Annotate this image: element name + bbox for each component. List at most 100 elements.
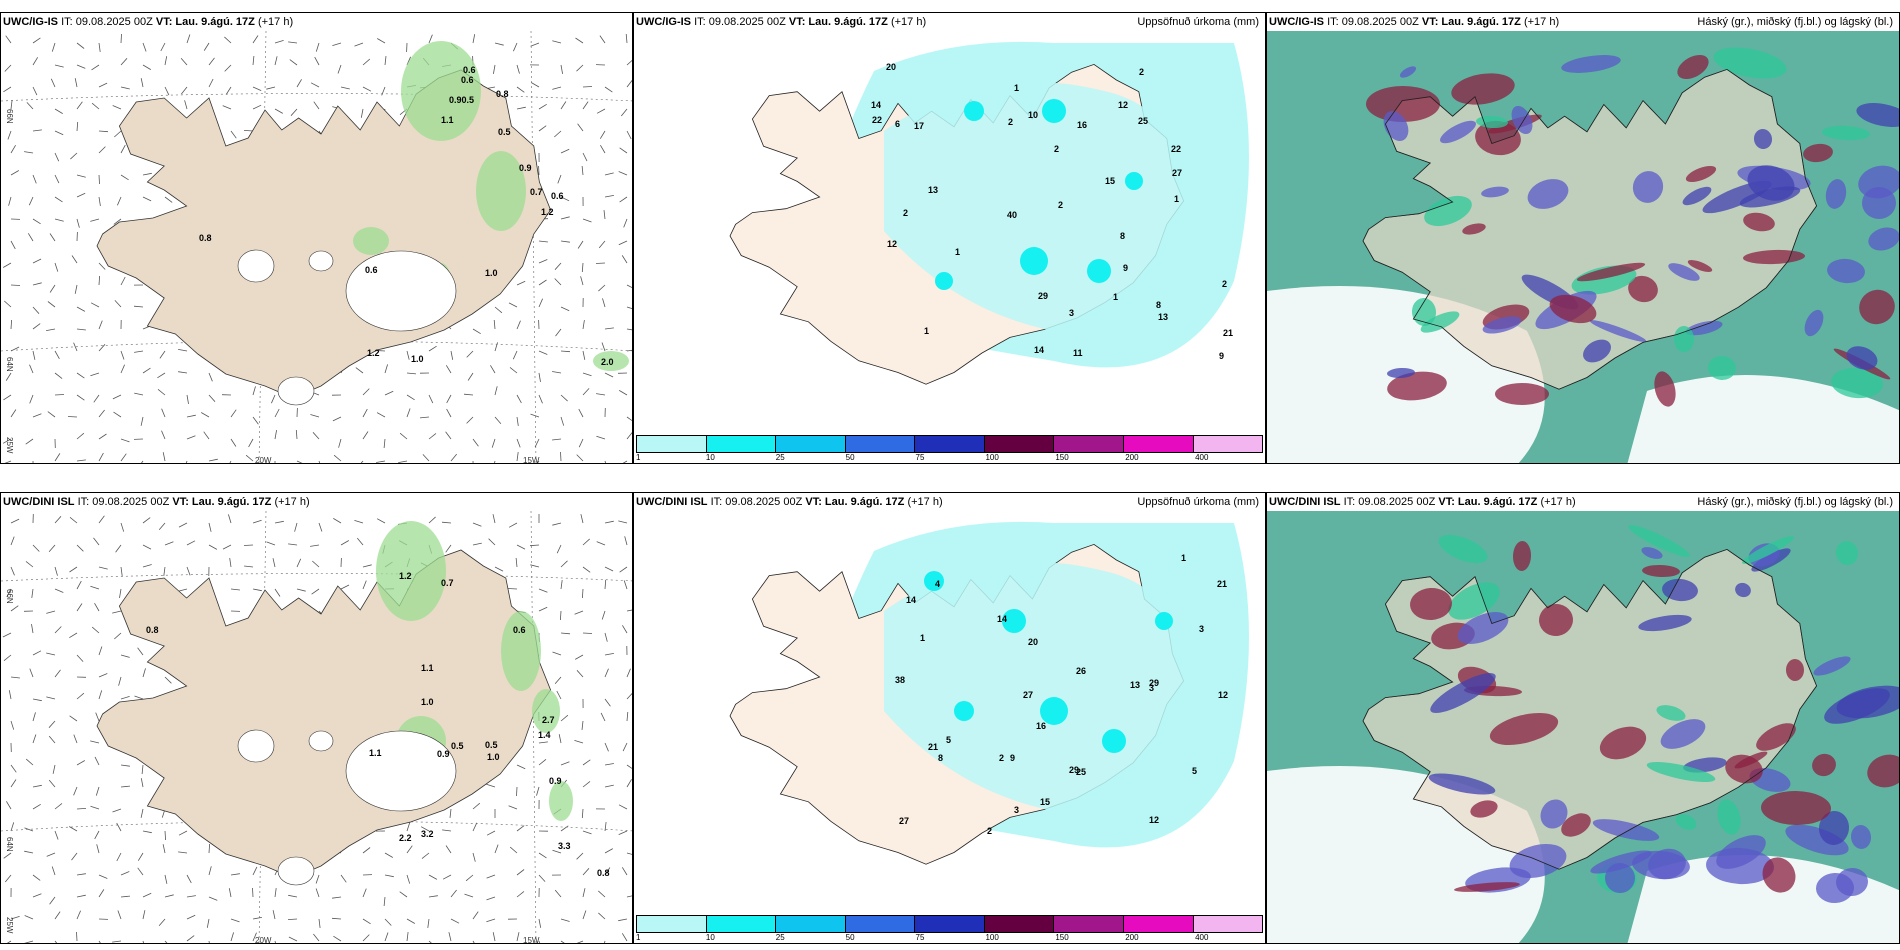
wind-barb bbox=[446, 394, 452, 404]
wind-barb bbox=[5, 372, 12, 381]
precip-value-label: 2 bbox=[1222, 279, 1227, 289]
wind-barb bbox=[140, 778, 144, 788]
wind-barb bbox=[142, 830, 152, 834]
wind-barb bbox=[513, 42, 518, 52]
wind-barb bbox=[406, 394, 415, 401]
wind-barb bbox=[98, 275, 100, 286]
wind-barb bbox=[24, 915, 34, 920]
wind-barb bbox=[98, 646, 103, 656]
wind-barb bbox=[93, 394, 100, 403]
cloud-cell bbox=[1822, 125, 1870, 141]
colorbar-swatch bbox=[706, 916, 777, 932]
wind-barb bbox=[576, 852, 584, 860]
wind-barb bbox=[142, 172, 152, 176]
cloud-cell bbox=[1673, 326, 1695, 352]
wind-barb bbox=[445, 845, 452, 854]
wind-barb bbox=[185, 460, 188, 463]
colorbar-tick: 100 bbox=[985, 453, 999, 462]
precip-value-label: 2 bbox=[1058, 200, 1063, 210]
wind-barb bbox=[32, 86, 38, 96]
wind-barb bbox=[472, 542, 482, 546]
cloud-cell bbox=[1785, 659, 1805, 681]
wind-barb bbox=[120, 438, 130, 443]
wind-barb bbox=[186, 914, 196, 920]
cloud-cell bbox=[1804, 309, 1824, 337]
wind-barb bbox=[488, 538, 496, 546]
wind-barb bbox=[310, 544, 320, 547]
wind-barb bbox=[73, 734, 78, 744]
wind-barb bbox=[516, 932, 520, 942]
wind-barb bbox=[428, 345, 437, 352]
wind-barb bbox=[604, 940, 606, 943]
wind-barb bbox=[178, 830, 188, 836]
wind-barb bbox=[494, 342, 498, 352]
wind-barb bbox=[76, 459, 86, 462]
wind-barb bbox=[118, 676, 122, 686]
wind-barb bbox=[581, 720, 584, 730]
wind-barb bbox=[137, 867, 144, 876]
wind-barb bbox=[10, 605, 19, 612]
wind-barb bbox=[208, 843, 210, 854]
wind-barb bbox=[582, 86, 593, 88]
wind-barb bbox=[76, 692, 85, 700]
wind-barb bbox=[178, 371, 188, 374]
wind-barb bbox=[25, 438, 34, 445]
wind-barb bbox=[600, 712, 606, 722]
wind-barb bbox=[384, 390, 394, 396]
wind-barb bbox=[582, 888, 586, 898]
wind-barb bbox=[340, 86, 350, 90]
wind-barb bbox=[10, 720, 15, 730]
wind-value-label: 0.8 bbox=[496, 89, 509, 99]
wind-value-label: 0.8 bbox=[146, 625, 159, 635]
wind-barb bbox=[618, 918, 628, 922]
wind-barb bbox=[445, 365, 452, 374]
panel-header: UWC/IG-IS IT: 09.08.2025 00Z VT: Lau. 9.… bbox=[3, 16, 294, 28]
wind-barb bbox=[578, 408, 584, 418]
wind-barb bbox=[384, 874, 394, 878]
wind-barb bbox=[29, 668, 34, 678]
wind-barb bbox=[516, 438, 521, 448]
wind-barb bbox=[274, 588, 281, 597]
precip-value-label: 15 bbox=[1040, 797, 1050, 807]
wind-barb bbox=[54, 262, 59, 272]
wind-barb bbox=[450, 453, 458, 462]
wind-barb bbox=[96, 844, 100, 854]
cloud-cell bbox=[1387, 371, 1447, 401]
wind-barb bbox=[384, 932, 389, 942]
precip-value-label: 20 bbox=[1028, 637, 1038, 647]
wind-barb bbox=[6, 588, 12, 598]
wind-barb bbox=[604, 653, 614, 656]
wind-barb bbox=[32, 37, 41, 44]
cloud-cell bbox=[1713, 47, 1787, 79]
cloud-cell bbox=[1785, 824, 1849, 856]
wind-barb bbox=[530, 42, 540, 47]
wind-barb bbox=[274, 940, 276, 943]
cloud-cell bbox=[1868, 227, 1899, 251]
precip-value-label: 3 bbox=[1069, 308, 1074, 318]
wind-barb bbox=[450, 918, 460, 924]
wind-barb bbox=[186, 414, 196, 418]
colorbar-tick: 200 bbox=[1125, 453, 1139, 462]
wind-barb bbox=[560, 610, 562, 621]
wind-barb bbox=[54, 350, 60, 359]
precip-value-label: 20 bbox=[886, 62, 896, 72]
cloud-cell bbox=[1462, 223, 1486, 235]
wind-barb bbox=[76, 174, 86, 178]
wind-barb bbox=[120, 276, 126, 286]
precip-value-label: 22 bbox=[872, 115, 882, 125]
wind-barb bbox=[32, 258, 42, 264]
precip-value-label: 38 bbox=[895, 675, 905, 685]
precip-core bbox=[1002, 609, 1026, 633]
wind-barb bbox=[32, 650, 42, 656]
wind-barb bbox=[362, 564, 372, 568]
wind-barb bbox=[560, 580, 563, 590]
wind-barb bbox=[493, 64, 496, 74]
wind-barb bbox=[626, 328, 632, 331]
wind-barb bbox=[32, 803, 41, 810]
cloud-cell bbox=[1527, 179, 1569, 209]
precip-value-label: 12 bbox=[887, 239, 897, 249]
wind-barb bbox=[116, 822, 122, 832]
wind-barb bbox=[140, 808, 144, 818]
colorbar-swatch bbox=[1054, 436, 1124, 452]
wind-barb bbox=[208, 458, 218, 462]
